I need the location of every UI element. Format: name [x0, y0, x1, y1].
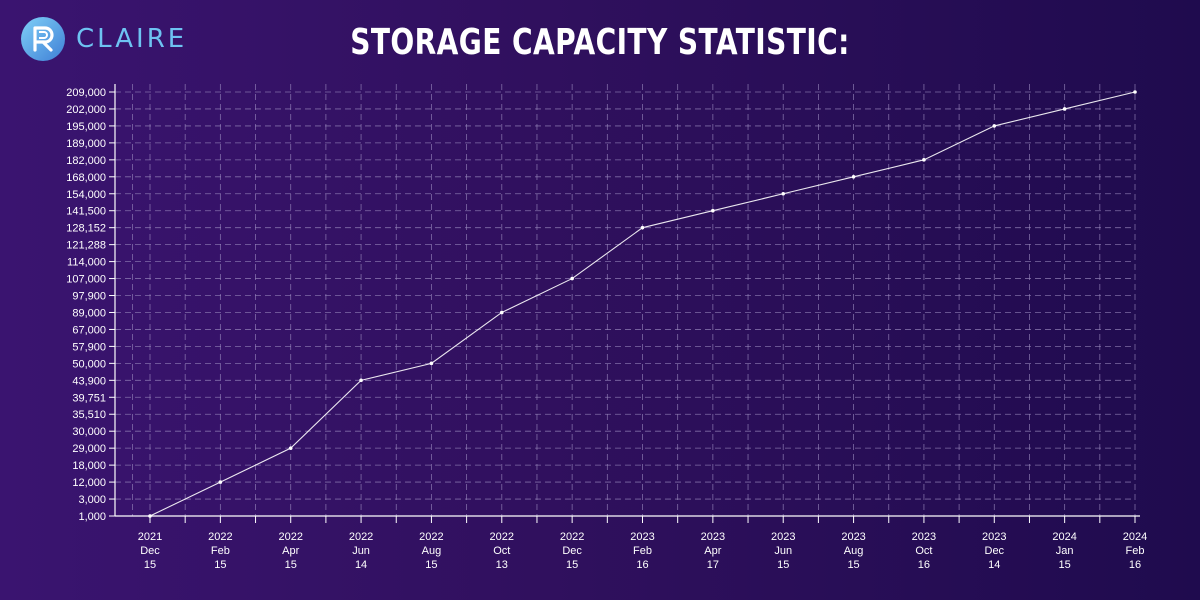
x-tick-label: 2023 Aug 15: [841, 531, 865, 571]
y-tick-label: 3,000: [78, 494, 106, 506]
x-tick-label: 2024 Feb 16: [1123, 531, 1147, 571]
x-tick-label: 2022 Jun 14: [349, 531, 373, 571]
data-point: [1133, 90, 1137, 94]
data-point: [218, 480, 223, 484]
y-tick-label: 18,000: [72, 460, 106, 472]
y-tick-label: 89,000: [72, 307, 106, 319]
y-tick-label: 195,000: [66, 121, 106, 133]
data-point: [992, 124, 997, 128]
data-point: [1062, 107, 1067, 111]
data-point: [922, 158, 926, 162]
x-tick-label: 2024 Jan 15: [1052, 531, 1076, 571]
x-tick-label: 2022 Oct 13: [490, 531, 514, 571]
data-point: [499, 310, 504, 315]
y-tick-label: 209,000: [66, 87, 106, 99]
y-tick-label: 1,000: [78, 511, 106, 523]
x-tick-label: 2021 Dec 15: [138, 531, 162, 571]
x-tick-label: 2022 Feb 15: [208, 531, 232, 571]
y-tick-label: 39,751: [72, 392, 106, 404]
x-tick-label: 2022 Aug 15: [419, 531, 443, 571]
data-point: [781, 191, 786, 196]
y-tick-label: 12,000: [72, 477, 106, 489]
data-point: [429, 361, 434, 366]
x-tick-label: 2023 Oct 16: [912, 531, 936, 571]
brand-name: CLAIRE: [76, 24, 188, 54]
y-tick-label: 50,000: [72, 358, 106, 370]
x-tick-label: 2023 Apr 17: [701, 531, 725, 571]
claire-r-logo-icon: [21, 17, 65, 61]
y-tick-label: 168,000: [66, 172, 106, 184]
data-point: [640, 225, 645, 230]
data-point: [851, 175, 856, 179]
brand-logo: CLAIRE: [20, 16, 187, 62]
y-tick-label: 121,288: [66, 240, 106, 252]
y-tick-label: 29,000: [72, 443, 106, 455]
y-tick-label: 107,000: [66, 274, 106, 286]
y-tick-label: 67,000: [72, 324, 106, 336]
x-tick-label: 2022 Dec 15: [560, 531, 584, 571]
chart-title: STORAGE CAPACITY STATISTIC:: [350, 22, 850, 63]
data-point: [711, 208, 715, 213]
y-tick-label: 43,900: [72, 375, 106, 387]
y-tick-label: 141,500: [66, 206, 106, 218]
data-point: [148, 514, 152, 518]
y-tick-label: 182,000: [66, 155, 106, 167]
y-tick-label: 202,000: [66, 104, 106, 116]
y-tick-label: 189,000: [66, 138, 106, 150]
y-tick-label: 35,510: [72, 409, 106, 421]
x-tick-label: 2023 Dec 14: [982, 531, 1006, 571]
x-tick-label: 2023 Feb 16: [630, 531, 654, 571]
y-tick-label: 30,000: [72, 426, 106, 438]
y-tick-label: 97,900: [72, 291, 106, 303]
y-tick-label: 57,900: [72, 341, 106, 353]
y-tick-label: 154,000: [66, 189, 106, 201]
x-tick-label: 2023 Jun 15: [771, 531, 795, 571]
data-point: [359, 378, 363, 383]
x-tick-label: 2022 Apr 15: [278, 531, 302, 571]
data-point: [570, 276, 574, 281]
data-point: [288, 446, 293, 450]
y-tick-label: 114,000: [67, 257, 106, 269]
y-tick-label: 128,152: [66, 223, 106, 235]
